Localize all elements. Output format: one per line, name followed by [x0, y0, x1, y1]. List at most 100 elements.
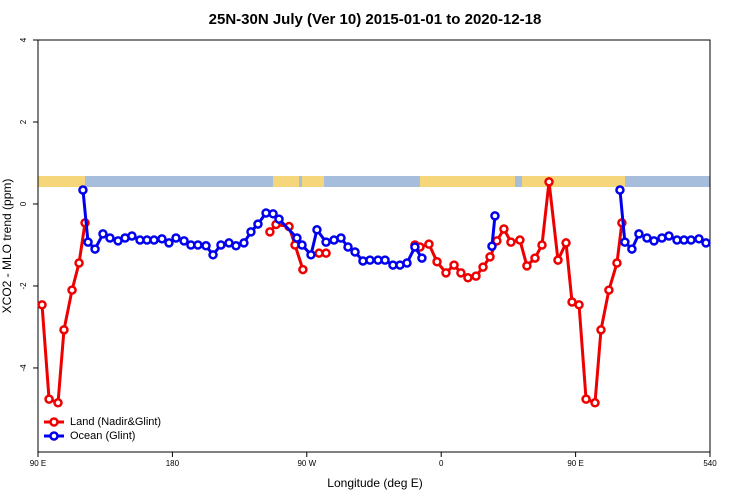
data-point [530, 253, 540, 263]
data-point [312, 225, 322, 235]
data-point [59, 325, 69, 335]
data-point [506, 237, 516, 247]
data-point [561, 238, 571, 248]
series-line [40, 181, 624, 405]
data-point [441, 268, 451, 278]
data-point [612, 258, 622, 268]
x-axis-label: Longitude (deg E) [327, 476, 422, 490]
ocean-band [38, 176, 710, 187]
data-point [686, 235, 696, 245]
data-point [424, 239, 434, 249]
y-tick-label: 2 [19, 119, 28, 124]
land-ocean-band [38, 176, 710, 187]
data-point [456, 268, 466, 278]
data-point [292, 233, 302, 243]
data-point [53, 398, 63, 408]
x-tick-label: 90 W [297, 459, 316, 468]
y-tick-label: 0 [19, 201, 28, 206]
data-point [98, 229, 108, 239]
data-point [193, 240, 203, 250]
data-point [208, 250, 218, 260]
data-point [164, 238, 174, 248]
x-tick-label: 180 [166, 459, 180, 468]
data-point [478, 262, 488, 272]
data-point [463, 273, 473, 283]
data-point [490, 211, 500, 221]
data-point [701, 238, 711, 248]
x-tick-label: 90 E [567, 459, 583, 468]
data-point [615, 185, 625, 195]
chart-title: 25N-30N July (Ver 10) 2015-01-01 to 2020… [209, 11, 542, 28]
data-point [239, 238, 249, 248]
x-tick-label: 90 E [30, 459, 46, 468]
y-axis-label: XCO2 - MLO trend (ppm) [0, 179, 14, 314]
data-point [694, 234, 704, 244]
data-point [634, 229, 644, 239]
data-point [83, 237, 93, 247]
data-point [485, 252, 495, 262]
land-band [420, 176, 515, 187]
data-point [487, 241, 497, 251]
data-point [216, 240, 226, 250]
data-point [179, 236, 189, 246]
data-point [343, 242, 353, 252]
land-band [38, 176, 85, 187]
y-tick-label: -4 [19, 364, 28, 372]
legend: Land (Nadir&Glint) Ocean (Glint) [44, 416, 161, 442]
data-point [253, 219, 263, 229]
data-point [149, 235, 159, 245]
data-point [246, 227, 256, 237]
data-point [627, 244, 637, 254]
data-point [231, 241, 241, 251]
data-point [90, 244, 100, 254]
data-point [298, 264, 308, 275]
data-point [410, 242, 420, 252]
data-point [590, 398, 600, 408]
data-point [365, 255, 375, 265]
data-point [432, 257, 442, 267]
plot-frame [37, 39, 711, 453]
legend-marker [49, 417, 59, 427]
y-tick-label: 4 [19, 37, 28, 42]
data-point [664, 231, 674, 241]
legend-label: Land (Nadir&Glint) [70, 416, 161, 428]
data-point [596, 325, 606, 335]
data-point [417, 253, 427, 263]
data-point [553, 255, 563, 265]
data-point [604, 285, 614, 295]
data-point [201, 241, 211, 251]
series-line [81, 189, 707, 267]
data-point [581, 394, 591, 404]
data-point [157, 234, 167, 244]
data-point [127, 231, 137, 241]
land-band [273, 176, 299, 187]
data-point [67, 285, 77, 295]
data-point [380, 255, 390, 265]
data-point [265, 227, 275, 237]
data-point [268, 209, 278, 219]
x-tick-label: 0 [439, 459, 444, 468]
data-point [78, 185, 88, 195]
data-point [321, 237, 331, 247]
data-point [649, 236, 659, 246]
data-point [515, 235, 525, 245]
data-point [44, 394, 54, 404]
data-point [402, 258, 412, 268]
data-point [544, 177, 554, 187]
data-point [449, 260, 459, 270]
data-point [499, 224, 509, 234]
data-point [297, 240, 307, 250]
data-point [471, 271, 481, 281]
data-point [105, 233, 115, 243]
data-point [74, 258, 84, 268]
x-tick-label: 540 [703, 459, 717, 468]
data-point [522, 261, 532, 271]
data-point [620, 237, 630, 247]
legend-marker [49, 431, 59, 441]
data-point [574, 300, 584, 310]
data-point [306, 250, 316, 260]
data-point [171, 233, 181, 243]
data-point [350, 247, 360, 257]
data-point [274, 214, 284, 224]
